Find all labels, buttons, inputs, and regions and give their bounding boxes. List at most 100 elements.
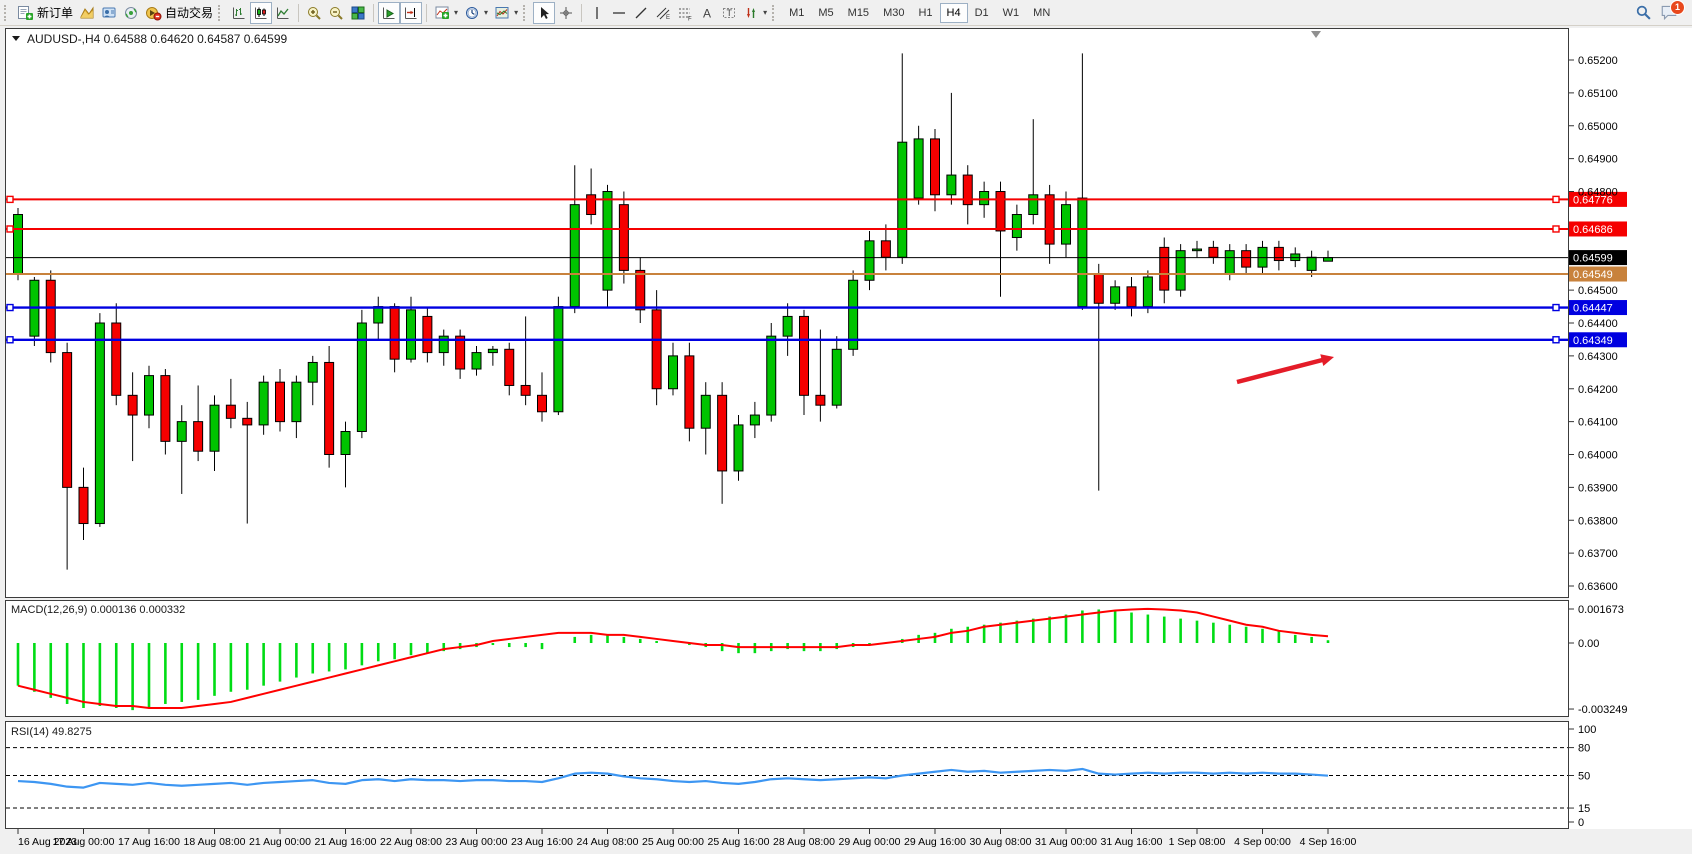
notifications-button[interactable]: 1 xyxy=(1660,0,1685,23)
price-axis-tick-label: 0.64000 xyxy=(1578,450,1618,462)
svg-text:F: F xyxy=(688,16,692,21)
vertical-line-tool-button[interactable] xyxy=(586,2,608,24)
search-icon[interactable] xyxy=(1635,4,1652,21)
timeframe-m15-button[interactable]: M15 xyxy=(841,3,876,23)
price-axis-tick-label: 0.63800 xyxy=(1578,515,1618,527)
timeframe-m30-button[interactable]: M30 xyxy=(876,3,911,23)
tile-windows-button[interactable] xyxy=(347,2,369,24)
line-handle[interactable] xyxy=(6,225,14,233)
bearish-candle xyxy=(586,194,597,216)
rsi-line xyxy=(17,767,1329,789)
timeframe-h4-button[interactable]: H4 xyxy=(939,2,968,23)
navigator-button[interactable] xyxy=(98,2,120,24)
symbol-dropdown-icon[interactable] xyxy=(12,36,20,41)
symbol-ohlc-title: AUDUSD-,H4 0.64588 0.64620 0.64587 0.645… xyxy=(27,32,288,46)
line-handle[interactable] xyxy=(1552,336,1560,344)
timeframe-m1-button[interactable]: M1 xyxy=(782,3,811,23)
rsi-axis-tick-label: 15 xyxy=(1578,803,1590,815)
line-handle[interactable] xyxy=(1552,303,1560,312)
price-line-label xyxy=(1569,300,1627,316)
auto-scroll-button[interactable] xyxy=(378,1,401,24)
zoom-out-button[interactable] xyxy=(325,2,347,24)
price-line-label-text: 0.64349 xyxy=(1573,335,1613,347)
bullish-candle xyxy=(602,191,613,291)
equidistant-channel-tool-button[interactable]: E xyxy=(652,2,674,24)
cursor-tool-button[interactable] xyxy=(533,1,556,24)
bearish-candle xyxy=(651,309,662,390)
text-tool-button[interactable]: A xyxy=(696,2,718,24)
candlestick-mode-button[interactable] xyxy=(250,1,273,24)
text-label-tool-button[interactable]: T xyxy=(718,2,740,24)
rsi-axis-tick-label: 50 xyxy=(1578,771,1590,783)
timeframe-h1-button[interactable]: H1 xyxy=(911,3,939,23)
new-order-button[interactable]: 新订单 xyxy=(14,2,76,24)
notification-badge: 1 xyxy=(1670,0,1685,15)
price-axis-tick-label: 0.63700 xyxy=(1578,548,1618,560)
indicators-button[interactable]: ▾ xyxy=(431,2,461,24)
indicators-dropdown-arrow: ▾ xyxy=(454,8,459,17)
templates-dropdown-arrow: ▾ xyxy=(514,8,519,17)
bullish-candle xyxy=(1224,250,1235,275)
trendline-tool-button[interactable] xyxy=(630,2,652,24)
line-handle[interactable] xyxy=(6,336,14,344)
macd-signal-line xyxy=(17,607,1329,710)
bar-chart-mode-button[interactable] xyxy=(228,2,250,24)
line-handle[interactable] xyxy=(6,195,14,204)
toolbar-separator xyxy=(426,3,428,22)
chart-shift-button[interactable] xyxy=(400,1,423,24)
bullish-candle xyxy=(94,322,105,525)
zoom-in-button[interactable] xyxy=(303,2,325,24)
bullish-candle xyxy=(569,204,580,308)
bullish-candle xyxy=(913,138,924,199)
macd-indicator-label: MACD(12,26,9) 0.000136 0.000332 xyxy=(11,604,185,616)
timeframe-d1-button[interactable]: D1 xyxy=(968,3,996,23)
bullish-candle xyxy=(700,394,711,429)
timeframe-mn-button[interactable]: MN xyxy=(1026,3,1057,23)
bullish-candle xyxy=(291,381,302,423)
chart-canvas[interactable]: 0.001673 0.00 -0.003249 100 80 50 15 0 0.64776… xyxy=(0,26,1692,854)
price-line-label xyxy=(1569,221,1627,237)
autotrading-button[interactable]: 自动交易 xyxy=(142,2,216,24)
fibonacci-tool-button[interactable]: F xyxy=(674,2,696,24)
arrow-object-head[interactable] xyxy=(1320,354,1334,367)
price-line-label xyxy=(1569,332,1627,348)
cursor-icon xyxy=(541,6,550,19)
terminal-icon xyxy=(125,6,138,19)
price-axis-tick-label: 0.64100 xyxy=(1578,417,1618,429)
line-handle[interactable] xyxy=(1552,195,1560,204)
bullish-candle xyxy=(782,315,793,337)
line-handle[interactable] xyxy=(1552,225,1560,233)
timeframe-m5-button[interactable]: M5 xyxy=(811,3,840,23)
price-line-label-text: 0.64776 xyxy=(1573,194,1613,206)
line-chart-mode-button[interactable] xyxy=(272,2,294,24)
arrows-icon xyxy=(747,7,756,18)
zoom-in-icon xyxy=(308,6,321,20)
templates-button[interactable]: ▾ xyxy=(491,2,521,24)
templates-icon xyxy=(495,6,509,18)
zoom-out-icon xyxy=(330,6,343,20)
terminal-button[interactable] xyxy=(120,2,142,24)
bullish-candle xyxy=(1028,194,1039,216)
chart-shift-marker-icon[interactable] xyxy=(1311,31,1321,38)
arrows-tool-button[interactable]: ▾ xyxy=(740,2,770,24)
bearish-candle xyxy=(1126,286,1137,308)
periods-button[interactable]: ▾ xyxy=(461,2,491,24)
autotrading-label: 自动交易 xyxy=(165,6,214,20)
price-axis-background[interactable] xyxy=(1569,28,1692,829)
crosshair-tool-button[interactable] xyxy=(555,2,577,24)
date-axis-label: 30 Aug 08:00 xyxy=(970,836,1032,848)
date-axis-label: 21 Aug 00:00 xyxy=(249,836,311,848)
bearish-candle xyxy=(62,352,73,488)
timeframe-w1-button[interactable]: W1 xyxy=(996,3,1027,23)
price-axis-tick-label: 0.65100 xyxy=(1578,88,1618,100)
equidistant-channel-icon: E xyxy=(656,7,670,21)
svg-text:E: E xyxy=(666,15,670,21)
horizontal-line-tool-button[interactable] xyxy=(608,2,630,24)
price-axis-tick-label: 0.65000 xyxy=(1578,121,1618,133)
market-watch-button[interactable] xyxy=(76,2,98,24)
market-watch-icon xyxy=(80,5,94,18)
arrow-object-shaft[interactable] xyxy=(1236,357,1325,385)
indicators-icon xyxy=(435,6,450,19)
line-handle[interactable] xyxy=(6,303,14,312)
toolbar-grip xyxy=(523,4,529,21)
